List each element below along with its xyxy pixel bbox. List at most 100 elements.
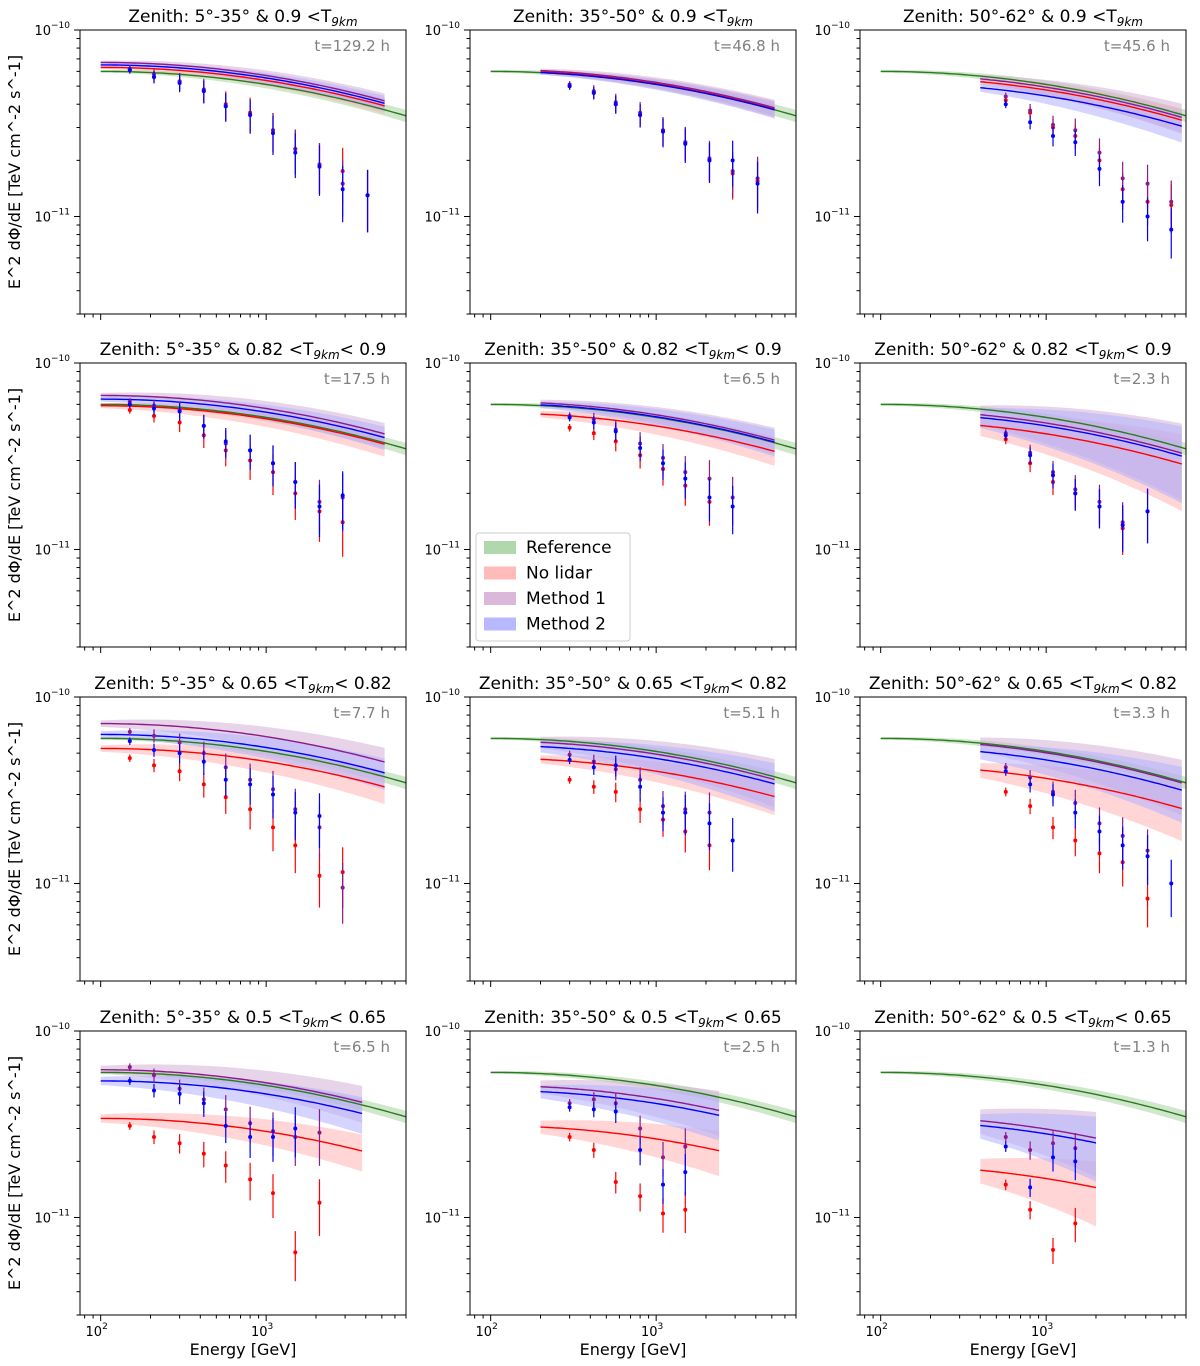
title-suffix: < 0.65 xyxy=(329,1008,387,1028)
data-point xyxy=(177,740,182,745)
observation-time: t=1.3 h xyxy=(1113,1038,1170,1056)
data-point xyxy=(1028,1185,1033,1190)
tick-exponent: −10 xyxy=(51,21,70,31)
tick-base: 10 xyxy=(814,691,831,706)
plot-area xyxy=(490,68,796,214)
data-point xyxy=(177,409,182,414)
data-point xyxy=(365,193,370,198)
title-subscript: 9km xyxy=(1117,15,1143,29)
data-point xyxy=(248,782,253,787)
panel-title: Zenith: 5°-35° & 0.82 <T9km< 0.9 xyxy=(100,340,387,362)
data-point xyxy=(223,1163,228,1168)
data-point xyxy=(1097,829,1102,834)
tick-exponent: −11 xyxy=(831,207,850,217)
data-point xyxy=(1145,181,1150,186)
title-suffix: < 0.65 xyxy=(1114,1008,1172,1028)
data-point xyxy=(317,164,322,169)
tick-base: 10 xyxy=(814,1025,831,1040)
data-point xyxy=(613,102,618,107)
line-method-1 xyxy=(540,69,775,109)
title-main: Zenith: 5°-35° & 0.5 <T xyxy=(100,1008,304,1028)
panel-title: Zenith: 50°-62° & 0.82 <T9km< 0.9 xyxy=(874,340,1172,362)
title-main: Zenith: 5°-35° & 0.82 <T xyxy=(100,340,314,360)
axes-frame xyxy=(79,696,407,982)
title-subscript: 9km xyxy=(703,682,729,696)
x-tick-label: 102 xyxy=(86,1322,108,1340)
y-tick-label: 10−10 xyxy=(814,21,850,39)
line-method-1 xyxy=(100,394,385,435)
data-point xyxy=(127,729,132,734)
data-point xyxy=(340,187,345,192)
data-point xyxy=(1097,166,1102,171)
data-point xyxy=(707,476,712,481)
data-point xyxy=(1145,214,1150,219)
title-suffix: < 0.9 xyxy=(1125,340,1172,360)
data-point xyxy=(567,752,572,757)
tick-exponent: −10 xyxy=(441,1022,460,1032)
data-point xyxy=(1051,473,1056,478)
line-no-lidar xyxy=(100,66,385,107)
tick-base: 10 xyxy=(814,543,831,558)
data-point xyxy=(1003,102,1008,107)
line-reference xyxy=(880,737,1186,784)
tick-base: 10 xyxy=(34,24,51,39)
data-point xyxy=(271,1135,276,1140)
data-point xyxy=(613,1179,618,1184)
data-point xyxy=(223,1123,228,1128)
tick-base: 10 xyxy=(866,1325,883,1340)
line-method-2 xyxy=(540,1090,720,1116)
tick-exponent: −11 xyxy=(51,540,70,550)
panel-title: Zenith: 35°-50° & 0.82 <T9km< 0.9 xyxy=(484,340,782,362)
data-point xyxy=(661,1211,666,1216)
line-method-2 xyxy=(540,404,775,443)
axes-frame xyxy=(859,696,1187,982)
data-point xyxy=(201,1151,206,1156)
band-method-2 xyxy=(980,1113,1096,1182)
data-point xyxy=(340,493,345,498)
line-method-2 xyxy=(980,87,1182,127)
plot-area xyxy=(880,1071,1186,1265)
data-point xyxy=(567,777,572,782)
data-point xyxy=(1051,122,1056,127)
data-point xyxy=(567,84,572,89)
data-point xyxy=(293,843,298,848)
data-point xyxy=(1003,1182,1008,1187)
data-point xyxy=(638,807,643,812)
band-no-lidar xyxy=(540,1120,720,1177)
tick-base: 10 xyxy=(424,691,441,706)
y-tick-label: 10−11 xyxy=(424,540,460,558)
tick-exponent: −10 xyxy=(441,21,460,31)
panel-title: Zenith: 35°-50° & 0.65 <T9km< 0.82 xyxy=(479,674,787,696)
data-point xyxy=(127,1065,132,1070)
data-point xyxy=(127,1078,132,1083)
tick-base: 10 xyxy=(34,210,51,225)
y-tick-label: 10−11 xyxy=(424,874,460,892)
data-point xyxy=(127,756,132,761)
plot-area xyxy=(490,1071,796,1234)
title-suffix: < 0.82 xyxy=(730,674,788,694)
data-point xyxy=(661,461,666,466)
tick-base: 10 xyxy=(424,1025,441,1040)
plot-area xyxy=(880,737,1186,928)
tick-exponent: −10 xyxy=(831,21,850,31)
observation-time: t=46.8 h xyxy=(714,37,780,55)
data-point xyxy=(1003,1144,1008,1149)
plot-area xyxy=(100,392,406,557)
data-point xyxy=(1051,825,1056,830)
data-point xyxy=(683,1144,688,1149)
tick-base: 10 xyxy=(424,357,441,372)
data-point xyxy=(638,784,643,789)
title-subscript: 9km xyxy=(303,1016,329,1030)
data-point xyxy=(151,747,156,752)
data-point xyxy=(567,1135,572,1140)
tick-base: 10 xyxy=(34,877,51,892)
tick-base: 10 xyxy=(814,24,831,39)
legend-label: Reference xyxy=(526,538,612,558)
title-main: Zenith: 35°-50° & 0.65 <T xyxy=(479,674,704,694)
data-point xyxy=(1169,227,1174,232)
